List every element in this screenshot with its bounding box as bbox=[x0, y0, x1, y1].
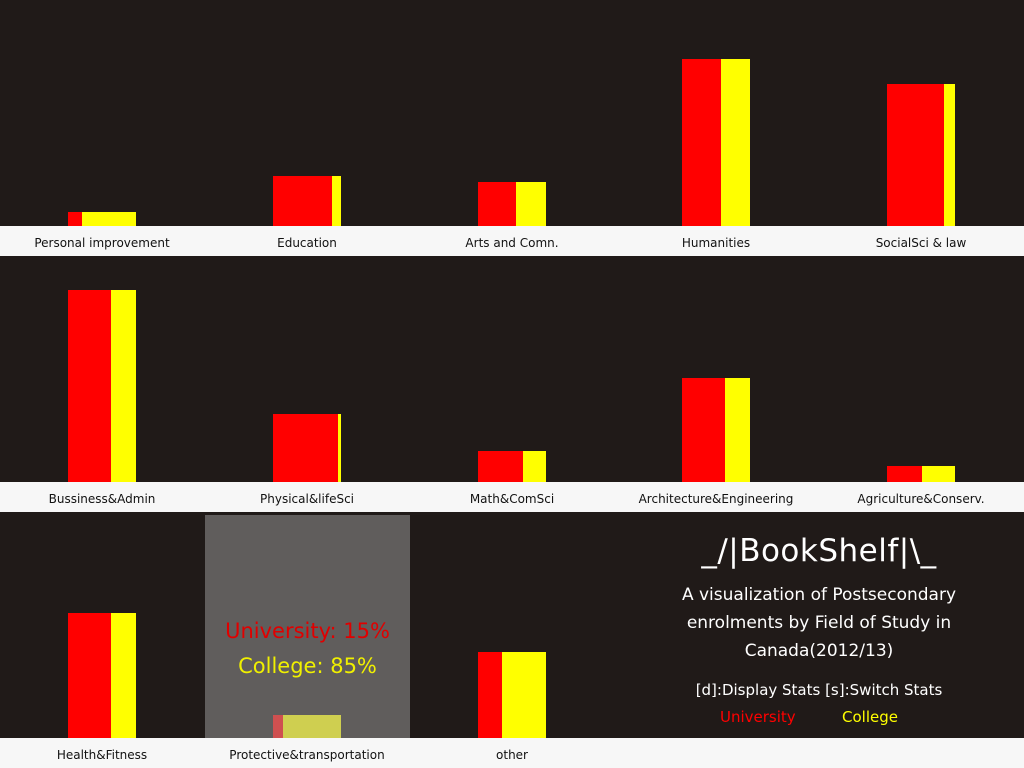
bar-college bbox=[516, 182, 546, 226]
bar-college bbox=[721, 59, 750, 226]
legend-college: College bbox=[842, 708, 898, 726]
bar-university bbox=[273, 176, 332, 226]
bar-college bbox=[338, 414, 341, 482]
info-panel: _/|BookShelf|\_ A visualization of Posts… bbox=[660, 515, 978, 738]
bar-college bbox=[523, 451, 546, 482]
bar-college bbox=[111, 290, 136, 482]
category-label: Protective&transportation bbox=[229, 748, 385, 762]
category-label: Education bbox=[277, 236, 337, 250]
category-label: Math&ComSci bbox=[469, 492, 555, 506]
category-label: other bbox=[496, 748, 528, 762]
bar-college bbox=[944, 84, 955, 226]
bar-college bbox=[725, 378, 750, 482]
category-label: SocialSci & law bbox=[875, 236, 967, 250]
bar-college bbox=[111, 613, 136, 738]
category-label: Physical&lifeSci bbox=[260, 492, 354, 506]
shelf-board bbox=[0, 482, 1024, 512]
bar-university bbox=[478, 451, 523, 482]
bar-university bbox=[68, 613, 111, 738]
subtitle-line: A visualization of Postsecondary bbox=[681, 585, 957, 605]
bar-university bbox=[68, 290, 111, 482]
bar-college bbox=[922, 466, 955, 482]
subtitle-line: enrolments by Field of Study in bbox=[686, 613, 952, 633]
bar-university bbox=[682, 59, 721, 226]
category-label: Bussiness&Admin bbox=[48, 492, 156, 506]
bar-college bbox=[502, 652, 546, 738]
bar-university bbox=[68, 212, 82, 226]
bar-university bbox=[478, 652, 502, 738]
keyboard-hint: [d]:Display Stats [s]:Switch Stats bbox=[695, 681, 943, 699]
category-label: Agriculture&Conserv. bbox=[857, 492, 985, 506]
app-subtitle: A visualization of Postsecondary enrolme… bbox=[660, 581, 978, 665]
bar-university bbox=[682, 378, 725, 482]
overlay-university-text: University: 15% bbox=[225, 619, 390, 643]
bar-university bbox=[887, 466, 922, 482]
bar-university bbox=[273, 414, 338, 482]
app-title: _/|BookShelf|\_ bbox=[701, 533, 937, 569]
bar-university bbox=[478, 182, 516, 226]
shelf-board bbox=[0, 226, 1024, 256]
category-label: Arts and Comn. bbox=[465, 236, 559, 250]
category-label: Health&Fitness bbox=[56, 748, 148, 762]
category-label: Architecture&Engineering bbox=[638, 492, 794, 506]
category-label: Humanities bbox=[681, 236, 751, 250]
shelf-board bbox=[0, 738, 1024, 768]
overlay-college-text: College: 85% bbox=[238, 654, 377, 678]
category-label: Personal improvement bbox=[34, 236, 170, 250]
subtitle-line: Canada(2012/13) bbox=[744, 641, 894, 661]
stats-overlay: University: 15% College: 85% bbox=[205, 515, 410, 738]
bar-college bbox=[82, 212, 136, 226]
bar-university bbox=[887, 84, 944, 226]
bar-college bbox=[332, 176, 341, 226]
legend-university: University bbox=[720, 708, 796, 726]
